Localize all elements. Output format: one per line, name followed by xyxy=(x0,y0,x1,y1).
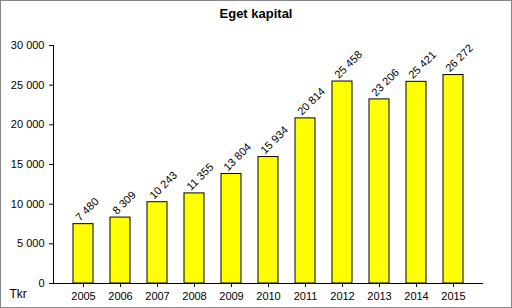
svg-text:13 804: 13 804 xyxy=(221,141,253,173)
svg-text:11 355: 11 355 xyxy=(184,161,216,193)
svg-text:8 309: 8 309 xyxy=(110,189,138,217)
svg-text:7 480: 7 480 xyxy=(73,195,101,223)
svg-text:15 934: 15 934 xyxy=(258,124,290,156)
svg-text:25 000: 25 000 xyxy=(11,79,45,91)
svg-text:2008: 2008 xyxy=(182,290,206,302)
svg-text:Tkr: Tkr xyxy=(10,287,27,301)
svg-text:5 000: 5 000 xyxy=(17,237,45,249)
svg-text:2012: 2012 xyxy=(330,290,354,302)
svg-text:10 000: 10 000 xyxy=(11,198,45,210)
svg-text:0: 0 xyxy=(38,277,44,289)
svg-text:26 272: 26 272 xyxy=(443,42,475,74)
svg-text:2015: 2015 xyxy=(441,290,465,302)
svg-text:15 000: 15 000 xyxy=(11,158,45,170)
svg-text:2007: 2007 xyxy=(145,290,169,302)
svg-text:23 206: 23 206 xyxy=(369,66,401,98)
svg-text:20 814: 20 814 xyxy=(295,85,327,117)
svg-text:10 243: 10 243 xyxy=(147,169,179,201)
svg-text:25 421: 25 421 xyxy=(406,48,438,80)
svg-text:25 458: 25 458 xyxy=(332,48,364,80)
svg-text:20 000: 20 000 xyxy=(11,118,45,130)
svg-text:2006: 2006 xyxy=(108,290,132,302)
svg-text:2005: 2005 xyxy=(71,290,95,302)
svg-text:2009: 2009 xyxy=(219,290,243,302)
html-text:Eget kapital: Eget kapital xyxy=(219,6,293,21)
svg-text:2010: 2010 xyxy=(256,290,280,302)
svg-text:30 000: 30 000 xyxy=(11,39,45,51)
svg-text:2011: 2011 xyxy=(294,290,318,302)
svg-text:2013: 2013 xyxy=(367,290,391,302)
svg-text:2014: 2014 xyxy=(404,290,428,302)
